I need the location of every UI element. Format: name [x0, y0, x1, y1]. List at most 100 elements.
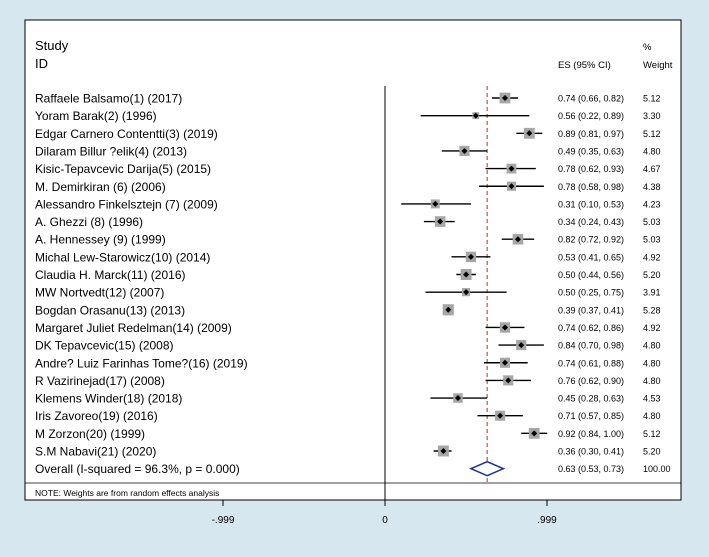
weight-text: 4.80 — [643, 341, 661, 351]
overall-label: Overall (I-squared = 96.3%, p = 0.000) — [35, 462, 240, 476]
study-row: Kisic-Tepavcevic Darija(5) (2015) 0.78 (0… — [35, 162, 661, 176]
point-estimate — [463, 271, 470, 278]
weight-text: 4.92 — [643, 323, 661, 333]
es-text: 0.84 (0.70, 0.98) — [558, 341, 624, 351]
point-estimate — [454, 395, 461, 402]
study-row: R Vazirinejad(17) (2008) 0.76 (0.62, 0.90… — [35, 374, 661, 388]
es-text: 0.56 (0.22, 0.89) — [558, 111, 624, 121]
study-label: Klemens Winder(18) (2018) — [35, 392, 182, 406]
header-id: ID — [35, 56, 48, 71]
point-estimate — [518, 342, 525, 349]
weight-text: 4.80 — [643, 358, 661, 368]
point-estimate — [531, 430, 538, 437]
es-text: 0.71 (0.57, 0.85) — [558, 411, 624, 421]
point-estimate — [508, 183, 515, 190]
x-tick-label: -.999 — [212, 515, 235, 526]
study-label: Margaret Juliet Redelman(14) (2009) — [35, 321, 232, 335]
study-rows: Raffaele Balsamo(1) (2017) 0.74 (0.66, 0.… — [35, 92, 661, 459]
header-study: Study — [35, 38, 69, 53]
point-estimate — [463, 289, 470, 296]
weight-text: 4.67 — [643, 164, 661, 174]
weight-text: 4.53 — [643, 394, 661, 404]
study-row: Andre? Luiz Farinhas Tome?(16) (2019) 0.7… — [35, 356, 661, 370]
header-percent: % — [643, 42, 652, 53]
point-estimate — [440, 448, 447, 454]
x-tick-label: 0 — [382, 515, 388, 526]
study-label: Michal Lew-Starowicz(10) (2014) — [35, 250, 210, 264]
study-row: Yoram Barak(2) (1996) 0.56 (0.22, 0.89) 3.… — [35, 109, 661, 123]
point-estimate — [461, 147, 468, 154]
point-estimate — [437, 218, 444, 225]
es-text: 0.49 (0.35, 0.63) — [558, 146, 624, 156]
overall-weight-text: 100.00 — [643, 464, 671, 474]
study-label: M Zorzon(20) (1999) — [35, 427, 145, 441]
es-text: 0.53 (0.41, 0.65) — [558, 252, 624, 262]
study-label: S.M Nabavi(21) (2020) — [35, 445, 156, 459]
study-row: Dilaram Billur ?elik(4) (2013) 0.49 (0.35… — [35, 144, 661, 158]
es-text: 0.89 (0.81, 0.97) — [558, 129, 624, 139]
weight-text: 4.92 — [643, 252, 661, 262]
es-text: 0.31 (0.10, 0.53) — [558, 199, 624, 209]
weight-text: 5.03 — [643, 235, 661, 245]
study-label: Dilaram Billur ?elik(4) (2013) — [35, 144, 187, 158]
study-label: Yoram Barak(2) (1996) — [35, 109, 157, 123]
study-label: R Vazirinejad(17) (2008) — [35, 374, 165, 388]
es-text: 0.74 (0.66, 0.82) — [558, 94, 624, 104]
point-estimate — [445, 306, 452, 313]
study-label: MW Nortvedt(12) (2007) — [35, 286, 164, 300]
study-row: Bogdan Orasanu(13) (2013) 0.39 (0.37, 0.4… — [35, 303, 661, 317]
header-es: ES (95% CI) — [558, 60, 611, 71]
es-text: 0.50 (0.44, 0.56) — [558, 270, 624, 280]
point-estimate — [508, 165, 515, 172]
study-row: DK Tepavcevic(15) (2008) 0.84 (0.70, 0.98… — [35, 339, 661, 353]
study-row: A. Ghezzi (8) (1996) 0.34 (0.24, 0.43) 5.0… — [35, 215, 661, 229]
point-estimate — [526, 130, 533, 137]
study-label: Claudia H. Marck(11) (2016) — [35, 268, 186, 282]
weight-text: 5.12 — [643, 429, 661, 439]
point-estimate — [502, 359, 508, 366]
overall-diamond — [469, 460, 506, 477]
weight-text: 3.91 — [643, 288, 661, 298]
weight-text: 4.38 — [643, 182, 661, 192]
es-text: 0.74 (0.62, 0.86) — [558, 323, 624, 333]
study-row: A. Hennessey (9) (1999) 0.82 (0.72, 0.92)… — [35, 233, 661, 247]
weight-text: 4.80 — [643, 376, 661, 386]
point-estimate — [505, 377, 512, 384]
study-label: M. Demirkiran (6) (2006) — [35, 180, 166, 194]
study-label: A. Ghezzi (8) (1996) — [35, 215, 143, 229]
study-row: Claudia H. Marck(11) (2016) 0.50 (0.44, 0… — [35, 268, 661, 282]
point-estimate — [432, 200, 439, 207]
study-row: Michal Lew-Starowicz(10) (2014) 0.53 (0.4… — [35, 250, 661, 264]
study-label: Raffaele Balsamo(1) (2017) — [35, 92, 182, 106]
es-text: 0.76 (0.62, 0.90) — [558, 376, 624, 386]
study-row: Iris Zavoreo(19) (2016) 0.71 (0.57, 0.85)… — [35, 409, 661, 423]
point-estimate — [502, 95, 508, 101]
es-text: 0.78 (0.58, 0.98) — [558, 182, 624, 192]
es-text: 0.78 (0.62, 0.93) — [558, 164, 624, 174]
study-row: Edgar Carnero Contentti(3) (2019) 0.89 (0… — [35, 127, 661, 141]
es-text: 0.82 (0.72, 0.92) — [558, 235, 624, 245]
es-text: 0.39 (0.37, 0.41) — [558, 305, 624, 315]
study-row: Margaret Juliet Redelman(14) (2009) 0.74 … — [35, 321, 661, 335]
study-row: Alessandro Finkelsztejn (7) (2009) 0.31 (… — [35, 197, 661, 211]
study-row: M Zorzon(20) (1999) 0.92 (0.84, 1.00) 5.12 — [35, 427, 661, 441]
weight-text: 5.12 — [643, 129, 661, 139]
es-text: 0.74 (0.61, 0.88) — [558, 358, 624, 368]
footnote: NOTE: Weights are from random effects an… — [35, 488, 219, 498]
study-row: MW Nortvedt(12) (2007) 0.50 (0.25, 0.75) 3… — [35, 286, 661, 300]
weight-text: 5.28 — [643, 305, 661, 315]
study-row: S.M Nabavi(21) (2020) 0.36 (0.30, 0.41) 5.… — [35, 445, 661, 459]
weight-text: 3.30 — [643, 111, 661, 121]
study-label: DK Tepavcevic(15) (2008) — [35, 339, 174, 353]
weight-text: 4.23 — [643, 199, 661, 209]
study-label: A. Hennessey (9) (1999) — [35, 233, 166, 247]
point-estimate — [467, 253, 474, 260]
es-text: 0.36 (0.30, 0.41) — [558, 447, 624, 457]
study-row: Raffaele Balsamo(1) (2017) 0.74 (0.66, 0.… — [35, 92, 661, 106]
weight-text: 5.20 — [643, 447, 661, 457]
weight-text: 5.12 — [643, 94, 661, 104]
es-text: 0.50 (0.25, 0.75) — [558, 288, 624, 298]
x-axis: -.999 0 .999 — [212, 499, 567, 526]
header-weight: Weight — [643, 60, 673, 71]
